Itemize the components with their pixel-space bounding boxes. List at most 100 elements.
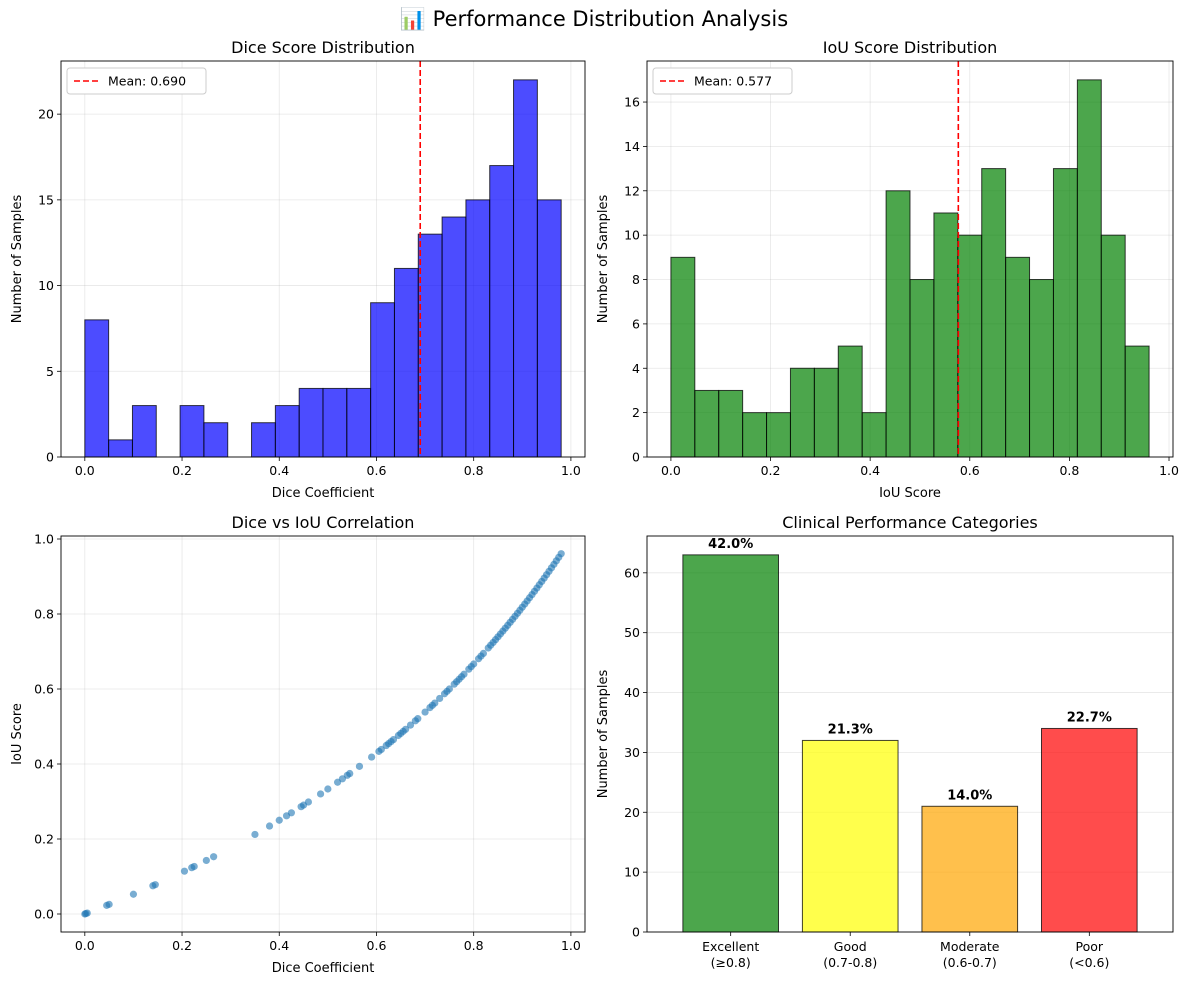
scatter-point [421,708,429,716]
histogram-bar [441,216,467,458]
scatter-point [346,769,354,778]
axes-frame [60,60,586,458]
x-tick-label: Poor [1076,939,1104,954]
category-bar [682,554,780,933]
scatter-point [83,909,91,917]
scatter-point [105,900,113,908]
histogram-bar [370,302,395,458]
subplot-4: Clinical Performance Categories 0 10 20 30 40… [596,513,1174,970]
y-tick-label: 0.2 [34,832,54,847]
histogram-bar [981,168,1007,458]
scatter-point [368,753,376,761]
histogram-bar [108,439,133,458]
x-tick-sublabel: (0.7-0.8) [823,955,877,970]
y-axis-label: Number of Samples [10,195,25,324]
subplot-title: Clinical Performance Categories [782,513,1038,532]
x-tick-label: 1.0 [561,938,581,953]
y-tick-label: 10 [624,865,640,880]
x-axis-label: Dice Coefficient [272,961,375,976]
x-tick-label: Excellent [702,939,759,954]
y-tick-label: 14 [624,139,640,154]
legend-frame [652,67,793,95]
histogram-bar [274,405,300,458]
histogram-bar [1005,256,1031,458]
scatter-point [210,853,218,861]
x-tick-label: Good [834,939,867,954]
scatter-point [316,790,325,798]
histogram-bar [1076,79,1102,458]
category-bar [1041,727,1138,933]
histogram-bar [322,387,348,458]
x-tick-label: 0.4 [269,463,289,478]
histogram-bar [813,367,839,458]
x-tick-label: 1.0 [1159,463,1179,478]
x-tick-label: 0.4 [269,938,289,953]
y-tick-label: 0.4 [34,757,54,772]
y-tick-label: 2 [632,405,640,420]
subplot-title: IoU Score Distribution [823,38,998,57]
histogram-bar [861,412,887,458]
histogram-bar [718,389,744,458]
scatter-point [265,822,274,830]
legend-label: Mean: 0.690 [108,74,186,89]
scatter-point [304,798,313,806]
scatter-point [431,699,439,707]
y-tick-label: 0 [632,450,640,465]
x-tick-label: 0.6 [960,463,980,478]
histogram-bar [742,412,768,458]
y-tick-label: 20 [38,107,54,122]
y-tick-label: 40 [624,685,640,700]
y-tick-label: 0.0 [34,907,54,922]
histogram-bar [513,79,538,458]
histogram-bar [393,267,419,458]
subplot-1: Dice Score Distribution 0 5 10 15 20 0.0 0.2 0.4… [10,38,586,501]
bar-percent-label: 21.3% [828,722,873,737]
x-tick-label: 0.2 [761,463,781,478]
subplot-2: IoU Score Distribution 0 2 4 6 8 10 12 14 16 0.0 0.… [596,38,1179,501]
subplot-title: Dice vs IoU Correlation [232,513,415,532]
scatter-point [202,856,210,865]
x-tick-label: 0.2 [172,463,192,478]
subplot-3: Dice vs IoU Correlation 0.0 0.2 0.4 0.6 0.8 1.… [10,513,586,976]
scatter-point [275,816,283,824]
histogram-bar [251,422,276,458]
x-tick-label: 0.8 [464,938,484,953]
x-tick-label: 0.0 [75,463,95,478]
histogram-bar [1029,279,1054,458]
scatter-point [436,694,444,703]
histogram-bar [694,389,720,458]
x-tick-label: 0.0 [661,463,681,478]
bar-percent-label: 42.0% [708,537,753,552]
histogram-bar [489,165,515,458]
y-tick-label: 20 [624,805,640,820]
histogram-bar [465,199,491,458]
x-axis-label: Dice Coefficient [272,486,375,501]
y-tick-label: 0.6 [34,682,54,697]
legend: Mean: 0.577 [652,67,793,95]
x-axis-label: IoU Score [879,486,941,501]
y-tick-label: 10 [624,228,640,243]
bar-percent-label: 14.0% [947,788,992,803]
y-tick-label: 8 [632,272,640,287]
scatter-point [557,550,565,558]
histogram-bar [885,190,911,458]
figure-suptitle: 📊 Performance Distribution Analysis [400,6,788,31]
x-tick-label: 0.0 [75,938,95,953]
legend-frame [66,67,207,95]
axes-frame [646,535,1174,933]
histogram-bar [298,387,324,458]
category-bar [921,805,1019,933]
y-axis-label: IoU Score [10,703,25,765]
scatter-point [324,785,332,793]
x-tick-sublabel: (0.6-0.7) [943,955,997,970]
axes-frame [646,60,1174,458]
scatter-point [151,881,159,889]
histogram-bar [84,319,110,458]
y-tick-label: 10 [38,278,54,293]
histogram-bar [536,199,562,458]
histogram-bar [837,345,863,458]
x-tick-label: Moderate [940,939,1000,954]
histogram-bar [1124,345,1150,458]
histogram-bar [179,405,205,458]
